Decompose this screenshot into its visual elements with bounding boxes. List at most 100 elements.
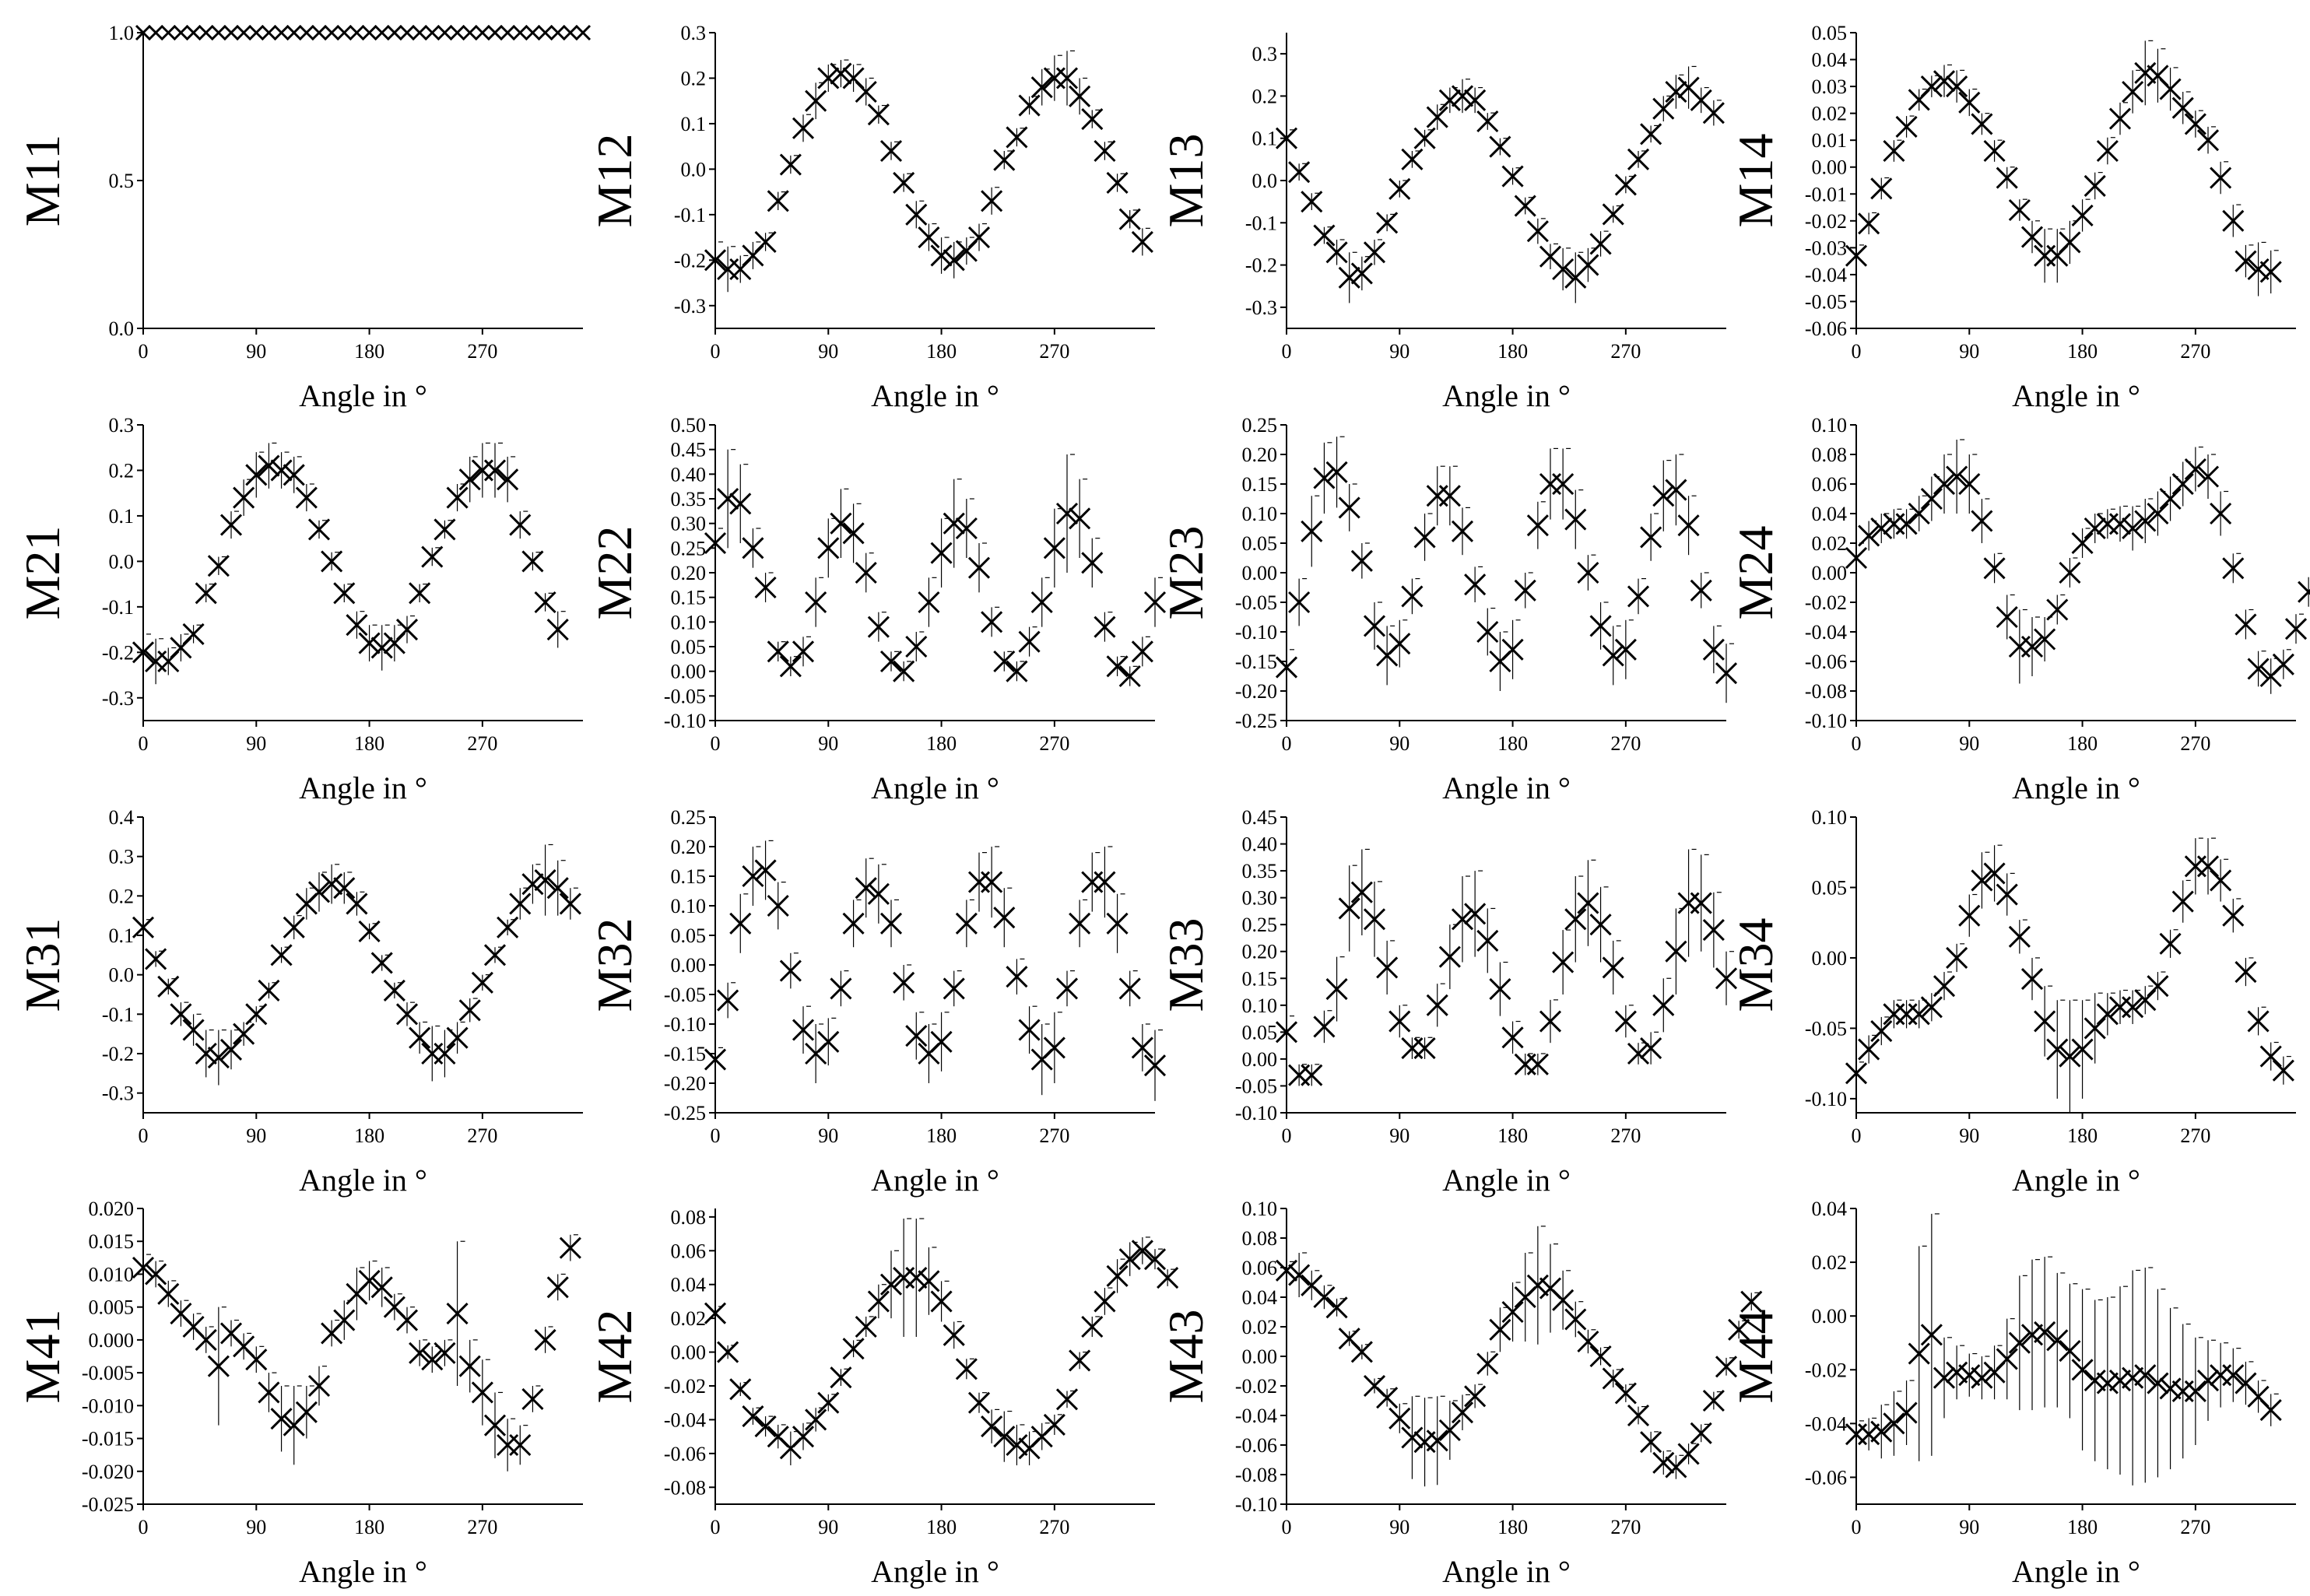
y-tick-label: 0.35 <box>1242 860 1278 882</box>
data-point <box>446 486 469 509</box>
y-tick-label: 0.2 <box>109 885 135 907</box>
data-point <box>2284 618 2308 640</box>
y-tick-label: 0.00 <box>1242 562 1278 584</box>
data-point <box>1858 524 1880 547</box>
data-point <box>867 1290 890 1313</box>
data-point <box>370 637 393 659</box>
x-tick-label: 90 <box>1959 340 1979 363</box>
data-point <box>1652 485 1675 507</box>
x-tick-label: 90 <box>246 1516 266 1538</box>
y-tick-label: 0.10 <box>1812 806 1848 829</box>
data-point <box>817 1391 840 1414</box>
y-tick-label: 0.3 <box>109 846 135 868</box>
x-tick-label: 180 <box>926 732 957 755</box>
x-tick-label: 180 <box>2067 1124 2098 1147</box>
data-point <box>1627 1042 1650 1065</box>
subplot-m31: -0.3 -0.2 -0.1 0.0 0.1 0.2 0.3 0.4 0 90 180 270 Angl… <box>15 806 583 1198</box>
y-tick-label: -0.02 <box>1805 591 1847 614</box>
y-tick-label: 0.15 <box>1242 967 1278 990</box>
data-point <box>258 454 280 477</box>
x-tick-label: 90 <box>818 340 838 363</box>
data-point <box>981 190 1003 212</box>
data-point <box>574 24 592 41</box>
data-point <box>1055 67 1079 89</box>
x-tick-label: 90 <box>818 1516 838 1538</box>
data-point <box>2159 78 2182 100</box>
y-tick-label: -0.04 <box>664 1408 706 1431</box>
data-point <box>1870 177 1893 200</box>
data-point <box>1702 102 1725 125</box>
data-point <box>2122 517 2144 540</box>
data-point <box>1094 871 1116 893</box>
data-point <box>879 1273 903 1296</box>
data-point <box>2298 581 2310 603</box>
y-axis-title-m34: M34 <box>1728 918 1783 1012</box>
data-point <box>446 1026 469 1049</box>
data-point <box>1665 80 1687 103</box>
data-point <box>1526 514 1549 537</box>
data-point <box>2247 258 2270 281</box>
x-tick-label: 0 <box>139 732 149 755</box>
data-point <box>1690 892 1712 914</box>
y-tick-label: -0.06 <box>1805 317 1847 340</box>
data-point <box>409 1026 431 1049</box>
data-point <box>1081 108 1104 131</box>
data-point <box>943 512 965 535</box>
data-point <box>245 1349 268 1371</box>
data-point <box>1715 662 1738 685</box>
y-tick-label: 0.15 <box>671 587 707 609</box>
y-tick-label: 0.25 <box>671 806 707 829</box>
data-point <box>1043 1413 1065 1436</box>
x-tick-label: 180 <box>354 340 384 363</box>
data-point <box>458 999 481 1022</box>
data-series-m34 <box>1845 837 2294 1113</box>
data-point <box>1958 904 1981 927</box>
data-point <box>1983 139 2006 163</box>
data-point <box>1920 996 1943 1019</box>
x-tick-label: 0 <box>1282 340 1292 363</box>
data-point <box>2034 628 2056 651</box>
data-point <box>905 1025 928 1047</box>
data-point <box>1946 1361 1968 1384</box>
data-point <box>2096 139 2119 163</box>
x-axis-title-m12: Angle in ° <box>871 378 999 413</box>
data-point <box>879 912 903 935</box>
x-tick-label: 0 <box>1852 732 1862 755</box>
data-point <box>1958 472 1981 496</box>
y-tick-label: -0.3 <box>102 687 134 710</box>
data-point <box>1702 1389 1725 1412</box>
data-point <box>2147 502 2169 525</box>
data-point <box>434 518 456 541</box>
data-series-m24 <box>1845 439 2310 694</box>
y-tick-label: 0.06 <box>1812 473 1848 496</box>
x-tick-label: 0 <box>1852 1516 1862 1538</box>
y-tick-label: 0.06 <box>671 1240 707 1262</box>
y-axis-title-m14: M14 <box>1728 134 1783 228</box>
data-point <box>1401 585 1424 608</box>
data-point <box>867 103 890 126</box>
y-tick-label: 0.05 <box>1812 876 1848 899</box>
data-point <box>2071 1359 2094 1381</box>
x-axis-title-m33: Angle in ° <box>1442 1163 1571 1198</box>
y-tick-label: 0.00 <box>671 1342 707 1364</box>
data-point <box>1055 502 1079 525</box>
data-point <box>333 582 356 605</box>
subplot-m14: -0.06 -0.05 -0.04 -0.03 -0.02 -0.01 0.00 0.01 0.… <box>1728 22 2296 413</box>
y-tick-label: 0.04 <box>1812 503 1848 525</box>
y-tick-label: 0.40 <box>1242 833 1278 856</box>
data-point <box>486 24 504 41</box>
y-axis-title-m24: M24 <box>1728 526 1783 620</box>
data-point <box>817 537 840 559</box>
data-point <box>395 619 419 641</box>
data-point <box>2071 204 2094 226</box>
data-point <box>704 531 727 555</box>
data-point <box>1376 956 1399 979</box>
data-point <box>483 944 507 966</box>
y-tick-label: 0.010 <box>89 1263 135 1286</box>
y-tick-label: 0.02 <box>1812 1251 1848 1274</box>
data-point <box>358 632 381 654</box>
data-point <box>1577 892 1599 914</box>
data-point <box>1627 585 1650 608</box>
data-point <box>704 249 727 272</box>
